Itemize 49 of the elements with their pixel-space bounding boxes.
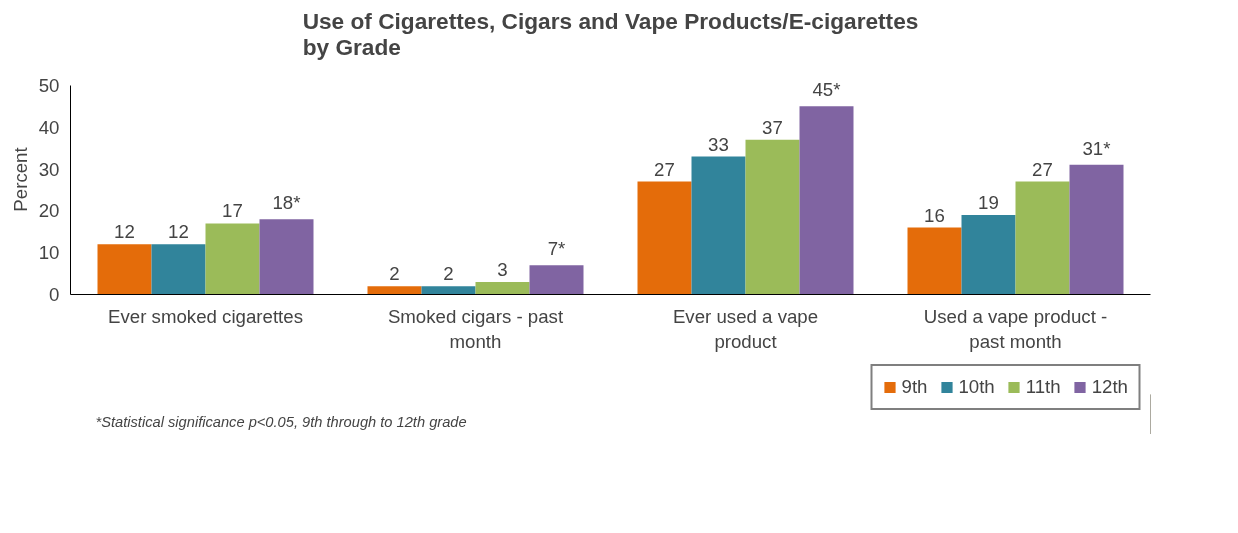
x-tick-label: Used a vape product - past month bbox=[923, 305, 1108, 352]
bar bbox=[529, 265, 584, 295]
data-label: 37 bbox=[762, 116, 783, 138]
data-label: 17 bbox=[222, 200, 243, 222]
bar bbox=[475, 281, 530, 295]
x-tick-label: Ever used a vape product bbox=[672, 305, 819, 352]
chart-title: Use of Cigarettes, Cigars and Vape Products/E-cigarettes by Grade bbox=[302, 7, 919, 60]
data-label: 27 bbox=[1032, 158, 1053, 180]
data-label: 3 bbox=[497, 258, 508, 280]
legend-label: 12th bbox=[1091, 376, 1128, 398]
bar bbox=[691, 156, 746, 295]
bar bbox=[421, 286, 476, 295]
data-label: 2 bbox=[443, 263, 454, 285]
y-tick-label: 50 bbox=[38, 74, 60, 96]
bar bbox=[151, 244, 206, 295]
y-axis-title: Percent bbox=[9, 146, 31, 212]
data-label: 12 bbox=[114, 221, 135, 243]
bar bbox=[907, 227, 962, 295]
bar bbox=[745, 139, 800, 295]
bar bbox=[1069, 164, 1124, 295]
data-label: 45* bbox=[812, 79, 841, 101]
legend-label: 10th bbox=[958, 376, 995, 398]
bar bbox=[367, 286, 422, 295]
data-label: 16 bbox=[924, 204, 945, 226]
legend-label: 9th bbox=[901, 376, 928, 398]
bar bbox=[1015, 181, 1070, 295]
y-tick-label: 0 bbox=[49, 284, 60, 305]
data-label: 2 bbox=[389, 263, 400, 285]
legend-label: 11th bbox=[1025, 376, 1061, 398]
data-label: 7* bbox=[547, 238, 566, 260]
y-tick-label: 40 bbox=[38, 116, 60, 138]
x-tick-label: Ever smoked cigarettes bbox=[108, 305, 303, 327]
data-label: 12 bbox=[168, 221, 189, 243]
y-tick-label: 20 bbox=[38, 200, 60, 222]
y-tick-label: 10 bbox=[38, 242, 60, 264]
bar bbox=[97, 244, 152, 295]
data-label: 18* bbox=[272, 192, 301, 214]
bar bbox=[205, 223, 260, 295]
data-label: 33 bbox=[708, 133, 729, 155]
bar bbox=[259, 219, 314, 295]
bar bbox=[961, 215, 1016, 295]
x-tick-label: Smoked cigars - past month bbox=[387, 305, 564, 352]
bar bbox=[799, 106, 854, 295]
data-label: 19 bbox=[978, 192, 999, 214]
data-label: 31* bbox=[1082, 137, 1111, 159]
text: *Statistical significance p<0.05, 9th through to 12th grade bbox=[95, 413, 467, 430]
data-label: 27 bbox=[654, 158, 675, 180]
y-tick-label: 30 bbox=[38, 158, 60, 180]
bar bbox=[637, 181, 692, 295]
